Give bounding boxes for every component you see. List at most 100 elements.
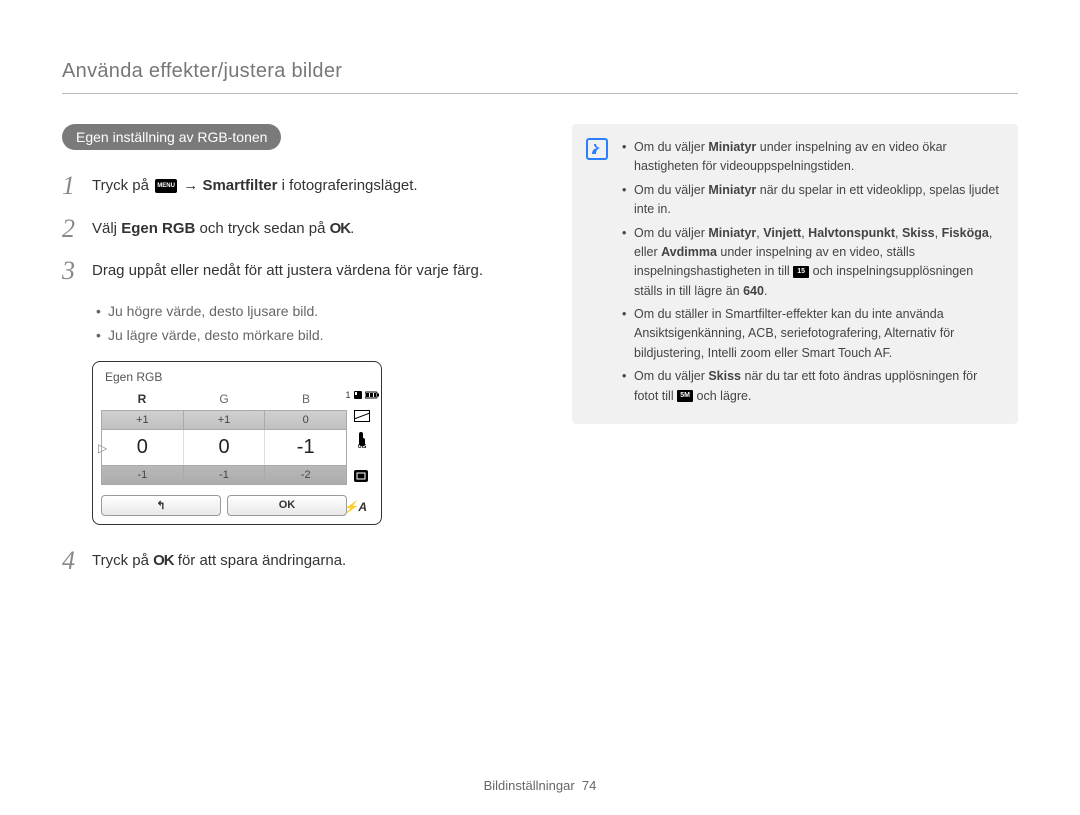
- page-breadcrumb: Använda effekter/justera bilder: [62, 60, 1018, 83]
- step-3: 3 Drag uppåt eller nedåt för att justera…: [62, 257, 532, 286]
- rgb-grid: R G B +1 +1 0 ▷ 0 0: [101, 388, 347, 516]
- rgb-cell: +1: [102, 411, 184, 429]
- rgb-cell: 0: [265, 411, 346, 429]
- rgb-row-main: ▷ 0 0 -1: [102, 429, 346, 466]
- note-bold: Halvtonspunkt: [808, 226, 895, 240]
- aspect-ratio-icon: [354, 410, 370, 422]
- info-list: Om du väljer Miniatyr under inspelning a…: [622, 138, 1002, 406]
- right-column: Om du väljer Miniatyr under inspelning a…: [572, 124, 1018, 590]
- note-text: Om du väljer: [634, 183, 708, 197]
- camera-side-icons: 1 OIS: [347, 388, 373, 516]
- step-text: Tryck på: [92, 553, 153, 570]
- note-bold: Skiss: [708, 369, 741, 383]
- note-icon: [586, 138, 608, 160]
- bullet-item: Ju lägre värde, desto mörkare bild.: [96, 324, 532, 348]
- camera-button-row: ↰ OK: [101, 495, 347, 516]
- step-text: och tryck sedan på: [195, 220, 329, 237]
- note-bold: Avdimma: [661, 245, 717, 259]
- note-text: Om du väljer: [634, 226, 708, 240]
- camera-ok-button[interactable]: OK: [227, 495, 347, 516]
- rgb-header-b: B: [265, 388, 347, 410]
- note-text: Om du ställer in Smartfilter-effekter ka…: [634, 307, 954, 360]
- ok-icon: OK: [330, 218, 351, 241]
- svg-text:OIS: OIS: [358, 444, 367, 448]
- note-bold: Skiss: [902, 226, 935, 240]
- hand-ois-icon: OIS: [355, 432, 369, 448]
- af-frame-icon: [353, 469, 369, 486]
- rgb-cell: -2: [265, 466, 346, 484]
- note-bold: Miniatyr: [708, 226, 756, 240]
- step-number: 2: [62, 215, 92, 244]
- step-body: Tryck på MENU → Smartfilter i fotografer…: [92, 172, 532, 198]
- content-columns: Egen inställning av RGB-tonen 1 Tryck på…: [62, 124, 1018, 590]
- note-text: Om du väljer: [634, 369, 708, 383]
- rgb-header-r: R: [101, 388, 183, 410]
- step-number: 3: [62, 257, 92, 286]
- footer-section: Bildinställningar: [484, 778, 575, 793]
- rgb-cell: +1: [184, 411, 266, 429]
- rgb-headers: R G B: [101, 388, 347, 410]
- step-arrow: →: [179, 177, 202, 194]
- info-item: Om du väljer Skiss när du tar ett foto ä…: [622, 367, 1002, 406]
- step-body: Välj Egen RGB och tryck sedan på OK.: [92, 215, 532, 241]
- rgb-main-cell: 0: [102, 430, 184, 465]
- note-text: ,: [935, 226, 942, 240]
- rgb-row-top: +1 +1 0: [102, 411, 346, 429]
- section-pill: Egen inställning av RGB-tonen: [62, 124, 281, 150]
- info-note-box: Om du väljer Miniatyr under inspelning a…: [572, 124, 1018, 424]
- step-bold: Smartfilter: [202, 177, 277, 194]
- camera-back-button[interactable]: ↰: [101, 495, 221, 516]
- info-item: Om du väljer Miniatyr under inspelning a…: [622, 138, 1002, 177]
- battery-icon: [365, 390, 379, 400]
- note-text: ,: [895, 226, 902, 240]
- selector-arrow-icon: ▷: [98, 441, 107, 455]
- step-text: .: [350, 220, 354, 237]
- step-1: 1 Tryck på MENU → Smartfilter i fotograf…: [62, 172, 532, 201]
- menu-icon: MENU: [155, 179, 177, 193]
- note-text: Om du väljer: [634, 140, 708, 154]
- info-item: Om du väljer Miniatyr när du spelar in e…: [622, 181, 1002, 220]
- memory-card-icon: [353, 390, 363, 400]
- step-body: Drag uppåt eller nedåt för att justera v…: [92, 257, 532, 283]
- page-footer: Bildinställningar 74: [0, 778, 1080, 793]
- header-divider: [62, 93, 1018, 94]
- ok-icon: OK: [153, 550, 174, 573]
- rgb-main-cell: -1: [265, 430, 346, 465]
- fps-15-icon: 15: [793, 266, 809, 278]
- size-5m-icon: 5M: [677, 390, 693, 402]
- note-text: .: [764, 284, 767, 298]
- note-bold: Miniatyr: [708, 183, 756, 197]
- left-column: Egen inställning av RGB-tonen 1 Tryck på…: [62, 124, 532, 590]
- step-text: Drag uppåt eller nedåt för att justera v…: [92, 262, 483, 279]
- info-item: Om du ställer in Smartfilter-effekter ka…: [622, 305, 1002, 363]
- footer-page-number: 74: [582, 778, 596, 793]
- rgb-table: +1 +1 0 ▷ 0 0 -1 -1 -1: [101, 410, 347, 485]
- shot-count: 1: [346, 390, 351, 400]
- rgb-row-bottom: -1 -1 -2: [102, 466, 346, 484]
- step-number: 1: [62, 172, 92, 201]
- step-4: 4 Tryck på OK för att spara ändringarna.: [62, 547, 532, 576]
- step-text: Välj: [92, 220, 121, 237]
- note-text: och lägre.: [693, 389, 751, 403]
- step-text: Tryck på: [92, 177, 153, 194]
- rgb-header-g: G: [183, 388, 265, 410]
- note-bold: 640: [743, 284, 764, 298]
- info-item: Om du väljer Miniatyr, Vinjett, Halvtons…: [622, 224, 1002, 302]
- step-body: Tryck på OK för att spara ändringarna.: [92, 547, 532, 573]
- rgb-cell: -1: [184, 466, 266, 484]
- rgb-cell: -1: [102, 466, 184, 484]
- note-bold: Miniatyr: [708, 140, 756, 154]
- note-bold: Vinjett: [763, 226, 801, 240]
- camera-title: Egen RGB: [101, 370, 373, 384]
- step-2: 2 Välj Egen RGB och tryck sedan på OK.: [62, 215, 532, 244]
- step-text: i fotograferingsläget.: [278, 177, 418, 194]
- rgb-main-cell: 0: [184, 430, 266, 465]
- camera-screen-mock: Egen RGB R G B +1 +1 0: [92, 361, 382, 525]
- note-bold: Fisköga: [942, 226, 989, 240]
- step-3-bullets: Ju högre värde, desto ljusare bild. Ju l…: [62, 300, 532, 348]
- step-bold: Egen RGB: [121, 220, 195, 237]
- step-number: 4: [62, 547, 92, 576]
- bullet-item: Ju högre värde, desto ljusare bild.: [96, 300, 532, 324]
- flash-auto-icon: ⚡A: [343, 500, 367, 514]
- step-text: för att spara ändringarna.: [174, 553, 347, 570]
